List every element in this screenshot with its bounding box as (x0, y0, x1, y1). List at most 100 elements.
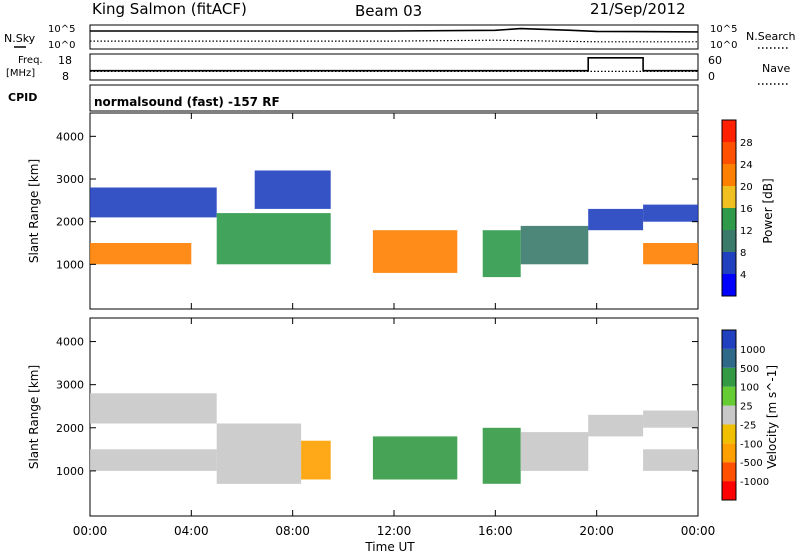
power-region (643, 204, 698, 222)
colorbar-frame (721, 329, 737, 501)
x-tick-label: 12:00 (377, 524, 412, 538)
y-tick-label: 4000 (56, 130, 84, 143)
velocity-region (482, 427, 521, 484)
nave-line (90, 56, 698, 72)
colorbar-swatch (722, 462, 736, 482)
noise-left-label: N.Sky (4, 32, 36, 45)
colorbar-swatch (722, 367, 736, 387)
noise-panel: N.Sky 10^5 10^0 10^5 10^0 N.Search (4, 24, 796, 51)
velocity-colorbar: 1000 500 100 25 -25 -100 -500 -1000 (721, 329, 769, 501)
power-panel: 4000 3000 2000 1000 Slant Range [km] 28 24 20… (27, 112, 775, 310)
velocity-regions (90, 393, 698, 484)
colorbar-tick-label: 8 (740, 248, 746, 259)
velocity-region (90, 449, 217, 471)
colorbar-swatch (722, 208, 736, 230)
cpid-label: CPID (8, 91, 37, 104)
noise-sky-line (90, 27, 699, 33)
x-axis-title: Time UT (364, 540, 415, 554)
y-tick-label: 3000 (56, 379, 84, 392)
x-tick-label: 00:00 (73, 524, 108, 538)
power-region (372, 230, 458, 273)
colorbar-tick-label: 28 (740, 138, 753, 149)
y-tick-label: 2000 (56, 422, 84, 435)
colorbar-tick-label: 25 (740, 402, 753, 413)
freq-panel-frame (89, 53, 699, 81)
colorbar-tick-label: 4 (740, 270, 746, 281)
colorbar-tick-label: 24 (740, 160, 753, 171)
freq-label-line1: Freq. (18, 55, 43, 66)
colorbar-tick-label: 16 (740, 204, 753, 215)
power-region (90, 243, 192, 265)
x-tick-label: 20:00 (579, 524, 614, 538)
velocity-panel: 4000 3000 2000 1000 Slant Range [km] 1000 50… (27, 317, 779, 517)
velocity-y-ticks: 4000 3000 2000 1000 (56, 336, 698, 478)
x-axis-ticks: 00:00 04:00 08:00 12:00 16:00 20:00 00:00 (73, 113, 716, 538)
nave-tick-bottom: 0 (708, 70, 715, 83)
colorbar-swatch (722, 405, 736, 425)
power-region (520, 225, 589, 265)
colorbar-swatch (722, 186, 736, 208)
power-colorbar: 28 24 20 16 12 8 4 (721, 119, 753, 297)
velocity-region (216, 423, 302, 484)
nave-label: Nave (762, 62, 790, 75)
cpid-panel-frame (89, 84, 699, 112)
velocity-region (588, 414, 644, 437)
y-tick-label: 3000 (56, 173, 84, 186)
colorbar-swatch (722, 164, 736, 186)
colorbar-tick-label: -25 (740, 420, 756, 431)
power-region (90, 187, 217, 218)
power-region (588, 208, 644, 231)
velocity-colorbar-label: Velocity [m s^-1] (765, 365, 779, 469)
x-tick-label: 00:00 (681, 524, 716, 538)
velocity-region (520, 432, 589, 471)
velocity-region (301, 440, 331, 480)
power-region (643, 243, 698, 265)
colorbar-swatch (722, 443, 736, 463)
colorbar-frame (721, 119, 737, 297)
y-tick-label: 1000 (56, 258, 84, 271)
colorbar-tick-label: 12 (740, 226, 753, 237)
colorbar-tick-label: 1000 (740, 345, 765, 356)
power-regions (90, 170, 698, 278)
noise-search-line (90, 39, 698, 43)
freq-panel: Freq. [MHz] 18 8 60 0 Nave (6, 53, 790, 85)
station-title: King Salmon (fitACF) (92, 0, 247, 18)
power-region (482, 230, 521, 278)
y-tick-label: 4000 (56, 336, 84, 349)
noise-right-label: N.Search (746, 30, 796, 43)
cpid-text: normalsound (fast) -157 RF (94, 95, 280, 109)
freq-tick-top: 18 (58, 54, 72, 67)
colorbar-swatch (722, 386, 736, 406)
velocity-region (90, 393, 217, 424)
colorbar-swatch (722, 274, 736, 296)
power-region (216, 213, 331, 265)
power-colorbar-label: Power [dB] (761, 178, 775, 243)
y-tick-label: 1000 (56, 465, 84, 478)
date-title: 21/Sep/2012 (590, 0, 686, 18)
noise-left-tick-bottom: 10^0 (48, 40, 75, 51)
power-ylabel: Slant Range [km] (27, 159, 41, 263)
noise-left-tick-top: 10^5 (48, 24, 75, 35)
colorbar-swatch (722, 230, 736, 252)
velocity-region (643, 410, 698, 428)
x-tick-label: 04:00 (174, 524, 209, 538)
beam-title: Beam 03 (355, 2, 422, 20)
x-tick-label: 16:00 (478, 524, 513, 538)
nave-tick-top: 60 (708, 54, 722, 67)
velocity-ylabel: Slant Range [km] (27, 365, 41, 469)
colorbar-tick-label: 100 (740, 383, 759, 394)
velocity-region (643, 449, 698, 471)
colorbar-tick-label: 20 (740, 182, 753, 193)
colorbar-tick-label: -1000 (740, 477, 769, 488)
colorbar-swatch (722, 142, 736, 164)
colorbar-tick-label: -100 (740, 439, 763, 450)
x-tick-label: 08:00 (275, 524, 310, 538)
colorbar-tick-label: -500 (740, 458, 763, 469)
freq-label-line2: [MHz] (6, 68, 35, 79)
colorbar-swatch (722, 481, 736, 500)
colorbar-tick-label: 500 (740, 364, 759, 375)
noise-panel-frame (89, 24, 699, 50)
noise-right-tick-top: 10^5 (710, 24, 737, 35)
y-tick-label: 2000 (56, 216, 84, 229)
